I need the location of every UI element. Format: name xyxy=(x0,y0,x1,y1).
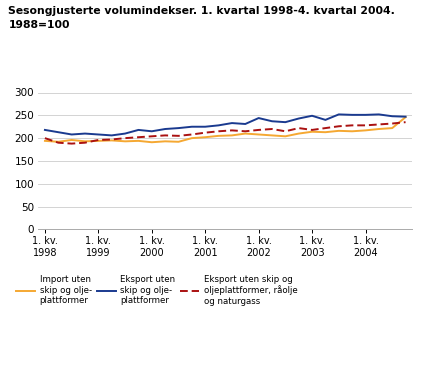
Legend: Import uten
skip og olje-
plattformer, Eksport uten
skip og olje-
plattformer, E: Import uten skip og olje- plattformer, E… xyxy=(17,275,297,306)
Text: Sesongjusterte volumindekser. 1. kvartal 1998-4. kvartal 2004.: Sesongjusterte volumindekser. 1. kvartal… xyxy=(8,6,395,16)
Text: 1988=100: 1988=100 xyxy=(8,20,70,30)
